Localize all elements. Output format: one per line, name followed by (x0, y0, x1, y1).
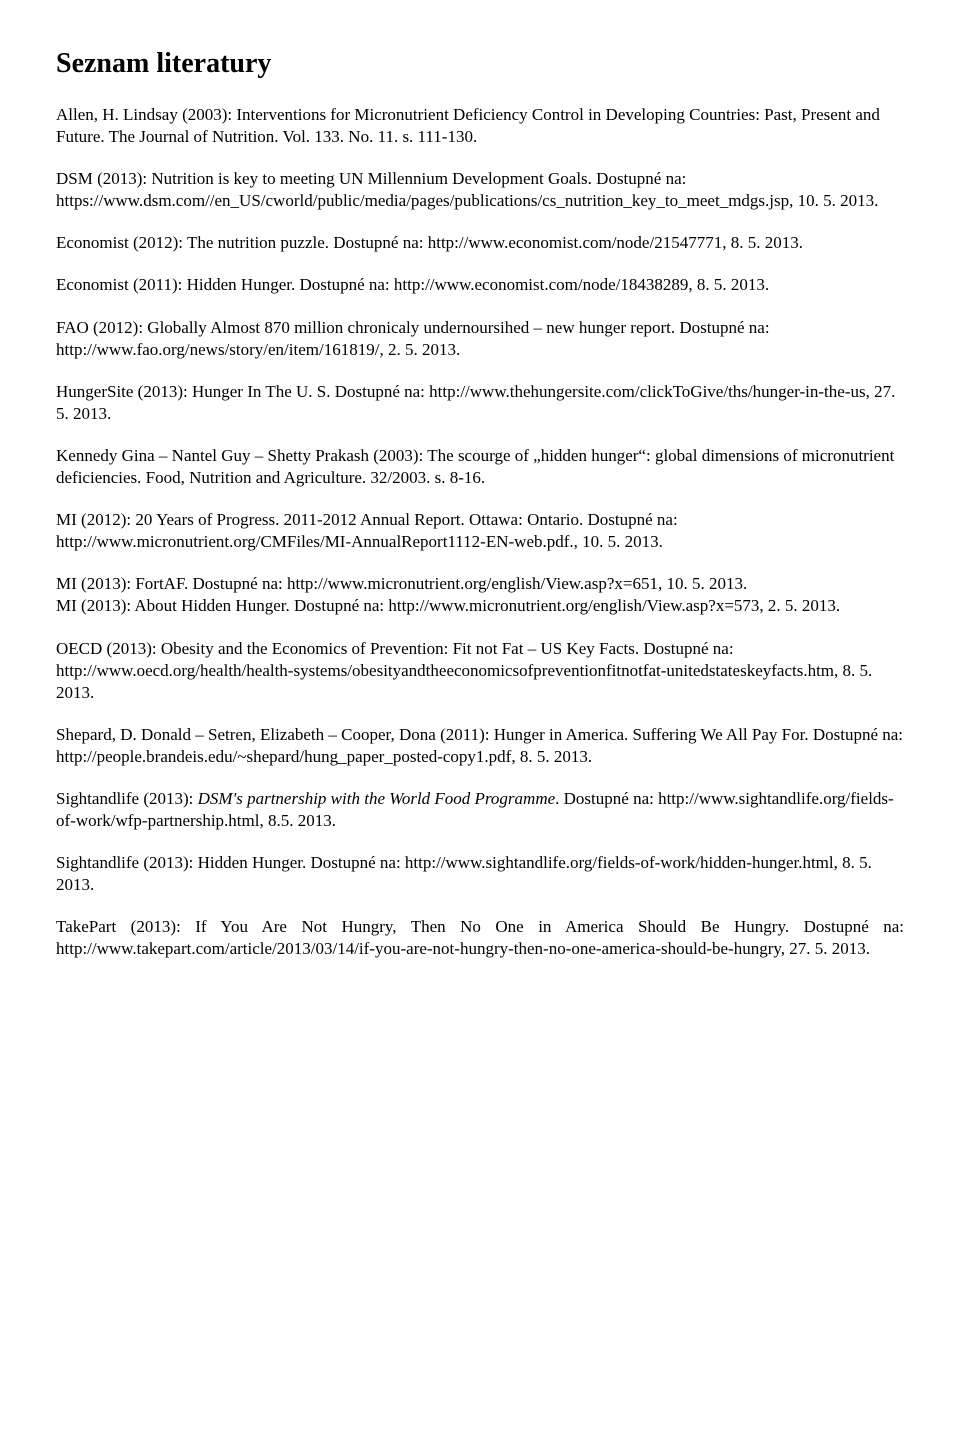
bibliography-entry: HungerSite (2013): Hunger In The U. S. D… (56, 381, 904, 425)
bibliography-entry: Kennedy Gina – Nantel Guy – Shetty Praka… (56, 445, 904, 489)
bibliography-entry: Sightandlife (2013): Hidden Hunger. Dost… (56, 852, 904, 896)
bibliography-entry: MI (2013): About Hidden Hunger. Dostupné… (56, 595, 904, 617)
bibliography-entry: Shepard, D. Donald – Setren, Elizabeth –… (56, 724, 904, 768)
bibliography-entry: MI (2012): 20 Years of Progress. 2011-20… (56, 509, 904, 553)
bibliography-entry: OECD (2013): Obesity and the Economics o… (56, 638, 904, 704)
bibliography-entry: MI (2013): FortAF. Dostupné na: http://w… (56, 573, 904, 595)
bibliography-entry: DSM (2013): Nutrition is key to meeting … (56, 168, 904, 212)
bibliography-entry: Economist (2012): The nutrition puzzle. … (56, 232, 904, 254)
bibliography-entry: Allen, H. Lindsay (2003): Interventions … (56, 104, 904, 148)
page-title: Seznam literatury (56, 48, 904, 80)
bibliography-list: Allen, H. Lindsay (2003): Interventions … (56, 104, 904, 961)
bibliography-entry: Sightandlife (2013): DSM's partnership w… (56, 788, 904, 832)
bibliography-entry: FAO (2012): Globally Almost 870 million … (56, 317, 904, 361)
bibliography-entry: TakePart (2013): If You Are Not Hungry, … (56, 916, 904, 960)
bibliography-entry: Economist (2011): Hidden Hunger. Dostupn… (56, 274, 904, 296)
